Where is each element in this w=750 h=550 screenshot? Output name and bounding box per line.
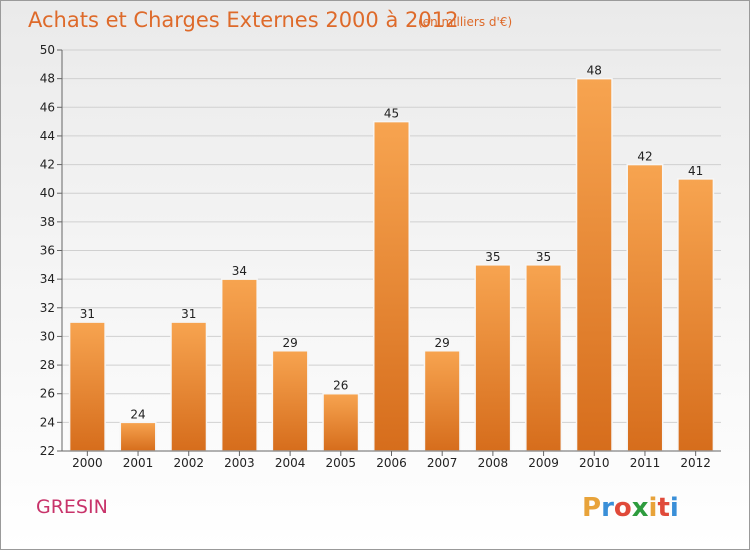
value-label-2010: 48	[587, 64, 602, 78]
chart-title: Achats et Charges Externes 2000 à 2012	[28, 8, 458, 32]
bar-2002	[170, 321, 208, 452]
bar-2006	[373, 120, 410, 452]
proxiti-logo: Proxiti	[582, 493, 679, 523]
value-label-2008: 35	[485, 250, 500, 264]
bar-2009	[525, 264, 563, 452]
bar-2003	[220, 278, 258, 452]
value-label-2011: 42	[637, 150, 652, 164]
ytick-label-32: 32	[40, 301, 55, 315]
logo-letter: r	[601, 493, 614, 523]
logo-letter: o	[614, 493, 632, 523]
ytick-label-40: 40	[40, 186, 55, 200]
xtick-label-2011: 2011	[630, 456, 661, 470]
xtick-label-2000: 2000	[72, 456, 103, 470]
xtick-label-2002: 2002	[173, 456, 204, 470]
value-label-2012: 41	[688, 164, 703, 178]
value-label-2009: 35	[536, 250, 551, 264]
bar-2008	[474, 264, 512, 452]
xtick-label-2012: 2012	[680, 456, 711, 470]
commune-name: GRESIN	[36, 496, 108, 518]
xtick-label-2001: 2001	[123, 456, 154, 470]
chart-subtitle: (en milliers d'€)	[418, 15, 512, 29]
bar-2011	[626, 163, 664, 452]
logo-letter: i	[649, 493, 658, 523]
value-label-2004: 29	[282, 336, 297, 350]
ytick-label-42: 42	[40, 158, 55, 172]
ytick-label-50: 50	[40, 43, 55, 57]
bar-2012	[677, 178, 715, 452]
bar-2004	[271, 350, 309, 452]
value-label-2007: 29	[435, 336, 450, 350]
xtick-label-2004: 2004	[275, 456, 306, 470]
ytick-label-38: 38	[40, 215, 55, 229]
xtick-label-2010: 2010	[579, 456, 610, 470]
value-label-2001: 24	[130, 407, 145, 421]
value-label-2003: 34	[232, 264, 247, 278]
xtick-label-2009: 2009	[528, 456, 559, 470]
value-label-2002: 31	[181, 307, 196, 321]
ytick-label-24: 24	[40, 415, 55, 429]
value-label-2006: 45	[384, 107, 399, 121]
xtick-label-2003: 2003	[224, 456, 255, 470]
logo-letter: x	[632, 493, 649, 523]
bar-2005	[322, 392, 360, 452]
ytick-label-48: 48	[40, 72, 55, 86]
xtick-label-2007: 2007	[427, 456, 458, 470]
logo-letter: i	[670, 493, 679, 523]
bar-2010	[575, 77, 613, 452]
xtick-label-2006: 2006	[376, 456, 407, 470]
ytick-label-22: 22	[40, 444, 55, 458]
logo-letter: P	[582, 493, 601, 523]
ytick-label-30: 30	[40, 329, 55, 343]
ytick-label-44: 44	[40, 129, 55, 143]
value-label-2005: 26	[333, 379, 348, 393]
bar-2001	[119, 421, 157, 452]
bar-2000	[68, 321, 106, 452]
ytick-label-28: 28	[40, 358, 55, 372]
ytick-label-26: 26	[40, 387, 55, 401]
axis-layer: 22 24 26 28 30 32 34 36 38 40 42 44 46 48 50 2000 2001 20…	[40, 43, 721, 470]
xtick-label-2008: 2008	[478, 456, 509, 470]
xtick-label-2005: 2005	[326, 456, 357, 470]
ytick-label-36: 36	[40, 244, 55, 258]
ytick-label-46: 46	[40, 100, 55, 114]
logo-letter: t	[657, 493, 669, 523]
ytick-label-34: 34	[40, 272, 55, 286]
value-label-2000: 31	[80, 307, 95, 321]
bar-2007	[423, 350, 461, 452]
